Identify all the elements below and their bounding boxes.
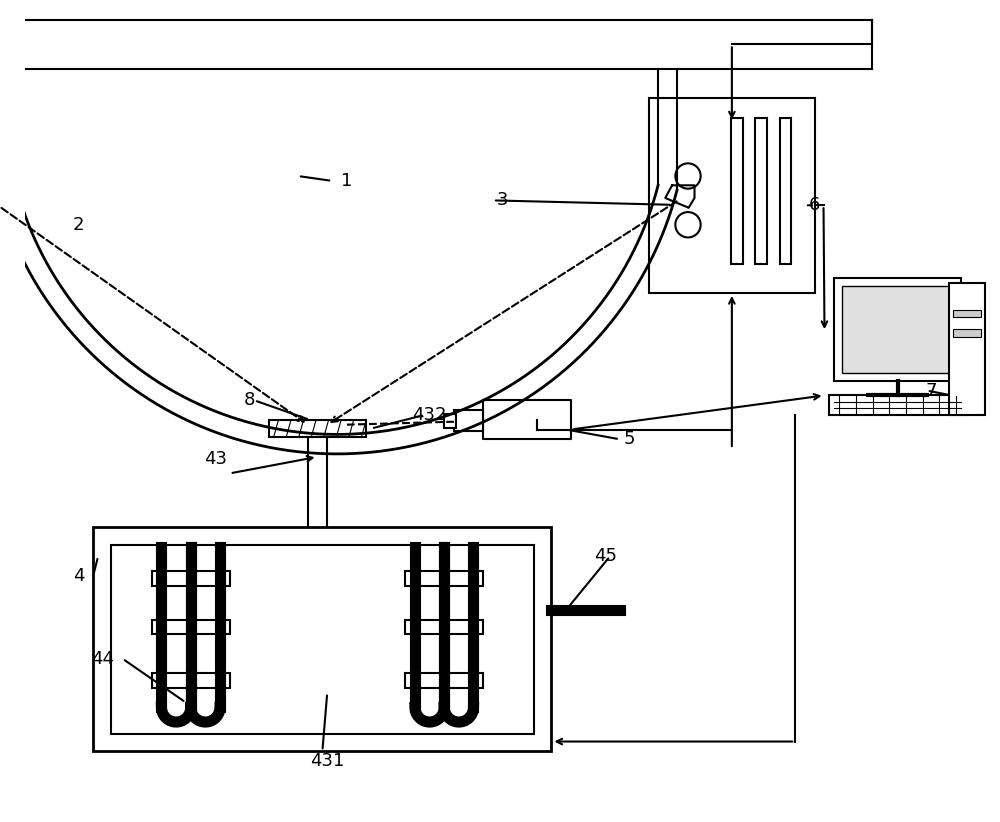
- Bar: [308, 437, 327, 561]
- Bar: [405, 571, 483, 585]
- Text: 7: 7: [926, 381, 937, 399]
- Bar: [780, 118, 791, 264]
- Bar: [953, 310, 981, 317]
- Bar: [834, 279, 961, 381]
- Bar: [953, 329, 981, 337]
- Bar: [731, 118, 743, 264]
- Text: 43: 43: [204, 450, 227, 468]
- Bar: [405, 620, 483, 635]
- Text: 45: 45: [594, 547, 617, 566]
- Text: 6: 6: [809, 196, 820, 215]
- Text: 1: 1: [341, 172, 352, 190]
- Bar: [152, 673, 230, 688]
- Bar: [444, 414, 456, 427]
- Text: 3: 3: [497, 192, 508, 210]
- Bar: [454, 410, 483, 432]
- Text: 4: 4: [73, 567, 84, 584]
- Bar: [829, 395, 966, 415]
- Text: 44: 44: [91, 649, 114, 667]
- Bar: [649, 98, 815, 293]
- Bar: [111, 545, 534, 734]
- Text: 431: 431: [310, 752, 344, 770]
- Bar: [269, 420, 366, 437]
- Bar: [949, 284, 985, 415]
- Bar: [93, 527, 551, 751]
- Bar: [405, 673, 483, 688]
- Text: 432: 432: [412, 406, 447, 424]
- Bar: [755, 118, 767, 264]
- Bar: [842, 286, 953, 373]
- Text: 2: 2: [73, 215, 84, 233]
- Text: 8: 8: [244, 391, 255, 409]
- Bar: [152, 571, 230, 585]
- Bar: [152, 620, 230, 635]
- Text: 5: 5: [624, 430, 635, 448]
